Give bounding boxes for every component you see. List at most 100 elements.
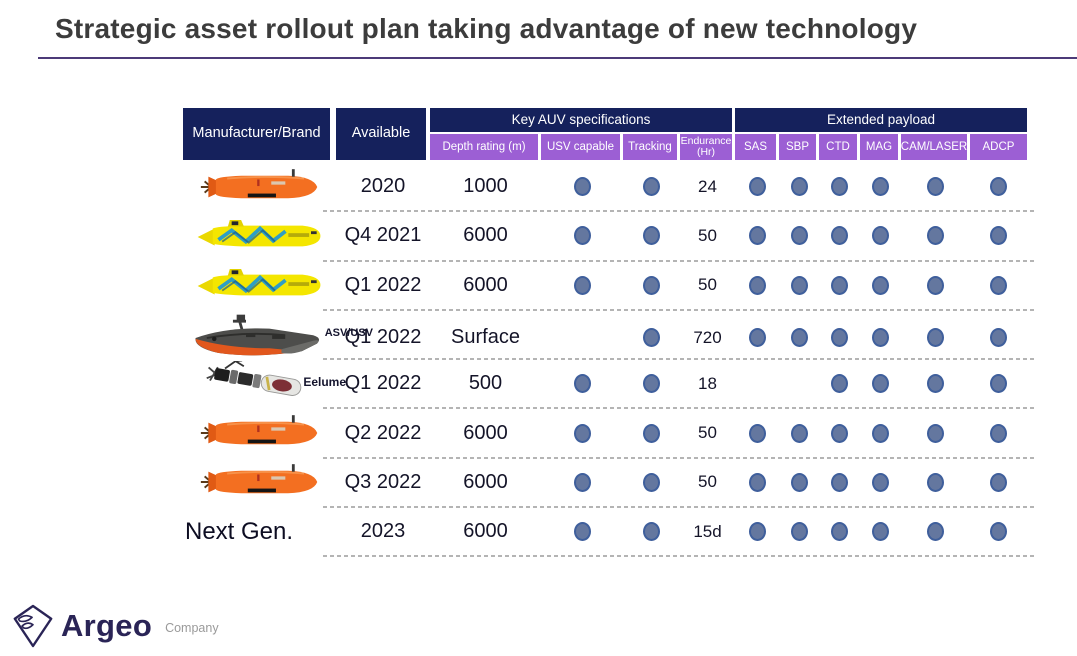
capability-dot	[872, 423, 889, 443]
capability-dot	[990, 177, 1007, 197]
mag-cell	[860, 310, 901, 366]
endurance-value: 15d	[693, 521, 722, 541]
capability-dot	[790, 177, 808, 197]
capability-dot	[643, 328, 660, 348]
capability-dot	[748, 226, 766, 246]
capability-dot	[831, 328, 848, 348]
usv-capable-cell	[541, 261, 623, 310]
adcp-cell	[970, 261, 1027, 310]
capability-dot	[990, 423, 1007, 443]
vehicle-cell: ASV/USV	[183, 310, 373, 366]
capability-dot	[872, 226, 889, 246]
ctd-cell	[819, 261, 860, 310]
vehicle-cell	[183, 162, 336, 211]
capability-dot	[990, 374, 1007, 394]
capability-dot	[643, 177, 660, 197]
orange-auv-icon	[199, 463, 321, 501]
depth-rating-value: 6000	[463, 470, 508, 493]
mag-cell	[860, 261, 901, 310]
tracking-cell	[623, 458, 680, 507]
capability-dot	[831, 472, 848, 492]
orange-auv-icon	[199, 168, 321, 206]
tracking-cell	[623, 507, 680, 556]
col-header-endurance: Endurance (Hr)	[680, 134, 732, 160]
cam-laser-cell	[901, 458, 970, 507]
sbp-cell	[779, 408, 819, 457]
vehicle-type-label: ASV/USV	[324, 326, 373, 339]
sbp-cell	[779, 310, 819, 366]
orange-auv-icon	[199, 414, 321, 452]
capability-dot	[790, 328, 808, 348]
endurance-value: 50	[698, 472, 717, 492]
table-row: Q1 2022 6000 50	[183, 261, 1037, 312]
usv-capable-cell	[541, 408, 623, 457]
endurance-value: 50	[698, 423, 717, 443]
adcp-cell	[970, 211, 1027, 260]
capability-dot	[790, 522, 808, 542]
capability-dot	[790, 423, 808, 443]
capability-dot	[831, 177, 848, 197]
cam-laser-cell	[901, 261, 970, 310]
next-gen-label: Next Gen.	[185, 517, 294, 545]
capability-dot	[990, 522, 1007, 542]
capability-dot	[990, 328, 1007, 348]
capability-dot	[573, 226, 591, 246]
capability-dot	[872, 177, 889, 197]
yellow-auv-icon	[190, 219, 330, 253]
capability-dot	[831, 374, 848, 394]
capability-dot	[927, 328, 944, 348]
depth-rating-value: 6000	[463, 273, 508, 296]
depth-rating-value: 6000	[463, 520, 508, 543]
usv-capable-cell	[541, 507, 623, 556]
brand-tagline: Company	[165, 620, 219, 635]
col-header-adcp: ADCP	[970, 134, 1027, 160]
cam-laser-cell	[901, 162, 970, 211]
capability-dot	[927, 423, 944, 443]
capability-dot	[643, 374, 660, 394]
tracking-cell	[623, 359, 680, 408]
col-header-sbp: SBP	[779, 134, 816, 160]
col-header-available: Available	[336, 108, 426, 160]
available-value: Q1 2022	[344, 326, 422, 349]
adcp-cell	[970, 507, 1027, 556]
asset-rollout-table: Manufacturer/Brand Available Key AUV spe…	[183, 108, 1037, 558]
capability-dot	[573, 472, 591, 492]
vehicle-cell	[183, 408, 336, 457]
ctd-cell	[819, 408, 860, 457]
capability-dot	[990, 226, 1007, 246]
capability-dot	[831, 423, 848, 443]
capability-dot	[927, 374, 944, 394]
col-header-ctd: CTD	[819, 134, 857, 160]
usv-capable-cell	[541, 359, 623, 408]
capability-dot	[927, 522, 944, 542]
eelume-robot-icon	[201, 361, 319, 407]
endurance-value: 18	[698, 373, 717, 393]
sas-cell	[735, 211, 779, 260]
capability-dot	[748, 275, 766, 295]
capability-dot	[643, 423, 660, 443]
capability-dot	[573, 522, 591, 542]
cam-laser-cell	[901, 359, 970, 408]
title-underline	[38, 57, 1077, 59]
vehicle-cell	[183, 211, 336, 260]
capability-dot	[927, 226, 944, 246]
capability-dot	[643, 226, 660, 246]
capability-dot	[790, 472, 808, 492]
capability-dot	[748, 328, 766, 348]
capability-dot	[573, 275, 591, 295]
capability-dot	[643, 472, 660, 492]
endurance-value: 50	[698, 225, 717, 245]
table-row: Q4 2021 6000 50	[183, 211, 1037, 262]
cam-laser-cell	[901, 310, 970, 366]
tracking-cell	[623, 261, 680, 310]
capability-dot	[573, 177, 591, 197]
group-header-extended-payload: Extended payload	[735, 108, 1027, 132]
sbp-cell	[779, 261, 819, 310]
available-value: 2023	[360, 520, 406, 543]
sbp-cell	[779, 458, 819, 507]
sbp-cell	[779, 162, 819, 211]
capability-dot	[990, 275, 1007, 295]
adcp-cell	[970, 162, 1027, 211]
table-row: Q2 2022 6000 50	[183, 408, 1037, 460]
asv-boat-icon	[187, 310, 333, 366]
